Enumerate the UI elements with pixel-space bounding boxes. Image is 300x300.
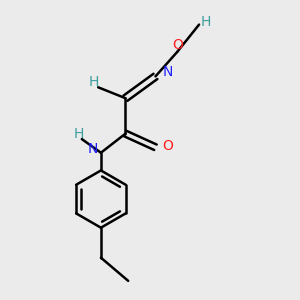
- Text: H: H: [74, 127, 84, 141]
- Text: O: O: [162, 139, 173, 153]
- Text: H: H: [89, 75, 99, 89]
- Text: N: N: [163, 65, 173, 79]
- Text: O: O: [172, 38, 183, 52]
- Text: N: N: [88, 142, 98, 156]
- Text: H: H: [201, 15, 211, 29]
